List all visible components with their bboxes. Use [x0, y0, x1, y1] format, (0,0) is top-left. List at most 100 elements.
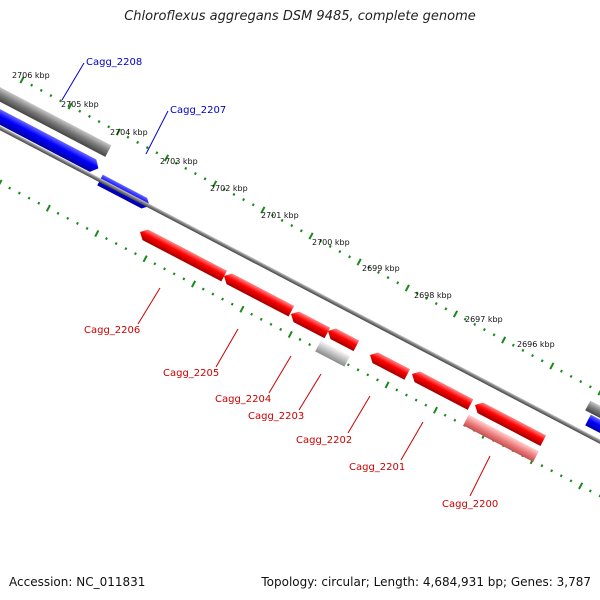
major-tick [549, 362, 555, 370]
major-tick [384, 381, 390, 389]
minor-tick [299, 229, 303, 233]
major-tick [356, 258, 362, 266]
minor-tick [463, 317, 467, 321]
major-tick [433, 406, 438, 414]
minor-tick [319, 239, 323, 243]
minor-tick [511, 343, 515, 347]
minor-tick [174, 161, 178, 165]
gene-label-cagg-2203[interactable]: Cagg_2203 [248, 411, 304, 422]
minor-tick [182, 277, 186, 281]
major-tick [19, 76, 25, 84]
gene-label-cagg-2204[interactable]: Cagg_2204 [215, 394, 271, 405]
minor-tick [588, 489, 592, 493]
gene-arrow-cagg-2205[interactable] [221, 271, 295, 317]
major-tick [404, 284, 410, 292]
scale-label: 2702 kbp [210, 184, 248, 193]
scale-label: 2704 kbp [110, 128, 148, 137]
minor-tick [405, 393, 408, 397]
gene-label-cagg-2200[interactable]: Cagg_2200 [442, 499, 498, 510]
minor-tick [193, 172, 197, 176]
minor-tick [376, 378, 379, 382]
minor-tick [396, 281, 400, 285]
gene-arrow-cagg-2206[interactable] [137, 227, 227, 282]
gene-arrow-cagg-2204[interactable] [288, 309, 331, 339]
minor-tick [443, 413, 447, 417]
minor-tick [298, 337, 302, 342]
major-tick [308, 232, 314, 240]
minor-tick [540, 464, 544, 468]
minor-tick [346, 363, 350, 367]
minor-tick [308, 343, 312, 347]
minor-tick [280, 218, 284, 222]
minor-tick [39, 88, 43, 92]
minor-tick [259, 317, 263, 321]
minor-tick [251, 203, 255, 207]
gene-label-cagg-2207[interactable]: Cagg_2207 [170, 105, 226, 116]
major-tick [597, 389, 600, 396]
minor-tick [124, 247, 128, 251]
major-tick [452, 310, 459, 318]
minor-tick [153, 262, 157, 266]
minor-tick [155, 151, 159, 155]
gene-label-cagg-2205[interactable]: Cagg_2205 [163, 368, 219, 379]
minor-tick [559, 474, 563, 478]
major-tick [115, 128, 121, 136]
minor-tick [56, 211, 60, 215]
minor-tick [531, 354, 534, 358]
gene-arrow-cagg-2203-red[interactable] [325, 326, 360, 352]
minor-tick [377, 270, 380, 274]
minor-tick [386, 276, 390, 280]
minor-tick [27, 196, 31, 200]
minor-tick [172, 272, 176, 276]
minor-tick [37, 201, 41, 205]
scale-label: 2701 kbp [261, 211, 299, 220]
minor-tick [184, 166, 188, 170]
genome-stats-text: Topology: circular; Length: 4,684,931 bp… [261, 575, 591, 589]
minor-tick [59, 99, 62, 103]
gene-label-cagg-2208[interactable]: Cagg_2208 [86, 57, 142, 68]
accession-text: Accession: NC_011831 [9, 575, 146, 589]
minor-tick [482, 328, 486, 332]
scale-label: 2698 kbp [414, 291, 452, 300]
scale-label: 2697 kbp [465, 315, 503, 324]
scale-labels: 2706 kbp 2705 kbp 2704 kbp 2703 kbp 2702… [12, 71, 555, 349]
minor-tick [242, 198, 245, 202]
major-tick [287, 330, 293, 339]
gene-label-cagg-2201[interactable]: Cagg_2201 [349, 462, 405, 473]
gene-arrow-cagg-2201[interactable] [409, 369, 474, 410]
minor-tick [424, 403, 428, 407]
gene-arrow-cagg-2203[interactable] [315, 340, 351, 367]
minor-tick [105, 237, 108, 241]
map-title: Chloroflexus aggregans DSM 9485, complet… [124, 9, 476, 24]
minor-tick [473, 322, 477, 326]
tick-track-outer [19, 76, 600, 396]
minor-tick [328, 244, 332, 248]
gene-label-cagg-2206[interactable]: Cagg_2206 [84, 325, 140, 336]
scale-label: 2703 kbp [160, 157, 198, 166]
minor-tick [444, 307, 448, 311]
minor-tick [415, 291, 419, 295]
minor-tick [17, 191, 21, 195]
minor-tick [85, 226, 89, 230]
major-tick [67, 102, 73, 110]
gene-arrow-right-edge[interactable] [585, 414, 600, 435]
gene-arrow-cagg-2208[interactable] [0, 108, 102, 174]
minor-tick [395, 388, 399, 392]
scale-label: 2700 kbp [312, 238, 350, 247]
minor-tick [569, 374, 573, 378]
gene-label-cagg-2202[interactable]: Cagg_2202 [296, 435, 352, 446]
minor-tick [425, 296, 429, 300]
gene-arrow-cagg-2202[interactable] [367, 350, 411, 380]
minor-tick [30, 83, 34, 87]
scale-label: 2705 kbp [61, 100, 99, 109]
gene-arrow-cagg-2200[interactable] [463, 414, 539, 462]
minor-tick [88, 114, 91, 118]
minor-tick [97, 120, 101, 124]
minor-tick [145, 146, 149, 150]
minor-tick [76, 221, 79, 225]
gene-arrow-cagg-2200-red[interactable] [472, 400, 547, 446]
minor-tick [49, 94, 53, 98]
minor-tick [588, 385, 592, 389]
major-tick [501, 336, 507, 344]
